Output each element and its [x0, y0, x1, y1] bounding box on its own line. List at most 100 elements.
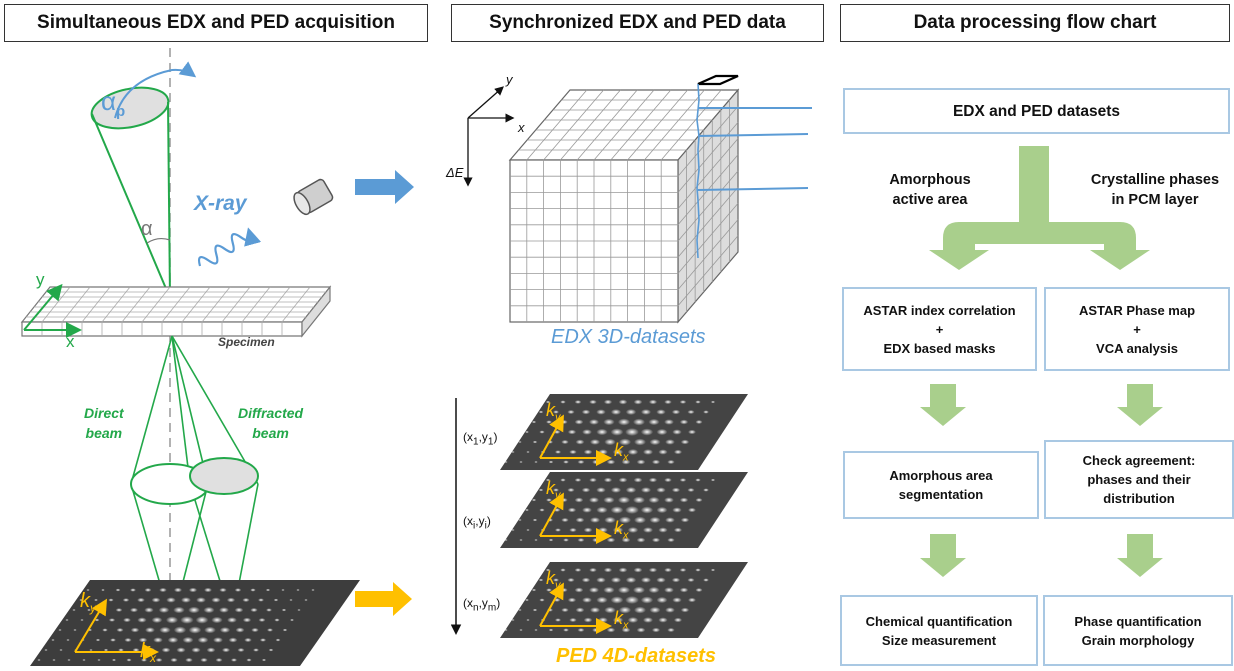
diffraction-spot: [649, 516, 661, 524]
diffraction-spot: [679, 497, 689, 503]
diffraction-spot: [625, 506, 639, 514]
diffraction-spot: [648, 418, 660, 426]
diffraction-spot: [672, 597, 682, 603]
diffraction-spot: [151, 616, 163, 624]
diffraction-spot: [116, 627, 124, 633]
diffraction-spot: [610, 506, 624, 514]
diffraction-spot: [266, 608, 272, 612]
diffraction-spot: [567, 577, 575, 583]
orange-transfer-arrow: [355, 582, 412, 616]
diffraction-spot: [569, 449, 577, 455]
diffraction-spot: [59, 649, 63, 651]
diffraction-spot: [589, 477, 597, 483]
diffraction-spot: [632, 586, 646, 594]
diffraction-spot: [526, 529, 530, 531]
diffraction-spot: [173, 606, 185, 614]
diffraction-spot: [519, 629, 523, 631]
diffraction-spot: [159, 587, 167, 593]
diffraction-spot: [680, 439, 690, 445]
position-label-2: (xi,yi): [463, 514, 491, 532]
diffraction-spot: [153, 637, 163, 643]
diffraction-spot: [203, 606, 215, 614]
diffraction-spot: [649, 438, 661, 446]
diffraction-spot: [627, 617, 639, 623]
diffraction-spot: [72, 609, 76, 611]
diffraction-spot: [640, 596, 654, 604]
ky-label-2: ky: [546, 478, 561, 502]
diffraction-spot: [237, 647, 245, 653]
diffraction-spot: [604, 606, 616, 614]
diffraction-spot: [710, 478, 716, 482]
direct-beam-label: Direct beam: [84, 405, 124, 441]
axis-y-label: y: [36, 270, 45, 289]
diffraction-spot: [596, 577, 606, 583]
diffraction-spot: [548, 460, 554, 464]
diffraction-spot: [592, 537, 600, 543]
diffraction-spot: [640, 409, 652, 415]
diffraction-spot: [244, 637, 252, 643]
diffraction-spot: [625, 409, 637, 415]
diffraction-spot: [673, 449, 683, 455]
ped-caption: PED 4D-datasets: [556, 645, 717, 667]
diffraction-spot: [144, 588, 152, 592]
diffraction-spot: [518, 441, 522, 443]
diffraction-spot: [281, 608, 287, 612]
diffraction-spot: [124, 637, 132, 643]
diffraction-spot: [589, 439, 601, 445]
diffraction-spot: [695, 419, 703, 425]
diffraction-spot: [598, 617, 608, 623]
diffraction-spot: [80, 619, 84, 621]
diffraction-spot: [538, 410, 544, 414]
diffraction-spot: [618, 477, 628, 483]
diffraction-spot: [204, 626, 216, 634]
diffraction-spot: [126, 658, 132, 662]
diffraction-spot: [648, 496, 660, 504]
diffraction-spot: [574, 587, 584, 593]
diffraction-spot: [598, 527, 608, 533]
diffraction-spot: [137, 597, 145, 603]
diffraction-spot: [634, 516, 646, 524]
diffraction-spot: [710, 568, 716, 572]
diffraction-spot: [633, 477, 643, 483]
diffraction-spot: [640, 577, 652, 583]
diffraction-spot: [688, 597, 696, 603]
flow-box-l2: Amorphous area segmentation: [843, 451, 1039, 519]
diffraction-spot: [560, 568, 566, 572]
diffraction-spot: [658, 527, 668, 533]
diffraction-spot: [531, 588, 537, 592]
diffraction-spot: [553, 488, 559, 492]
diffraction-spot: [604, 516, 616, 524]
diffraction-spot: [649, 606, 661, 614]
diffraction-spot: [180, 616, 194, 624]
diffraction-spot: [221, 647, 231, 653]
diffraction-spot: [51, 639, 55, 641]
diffraction-spot: [219, 607, 229, 613]
diffraction-spot: [519, 461, 523, 463]
diffraction-spot: [101, 588, 105, 592]
diffraction-spot: [642, 527, 654, 533]
diffraction-spot: [632, 496, 646, 504]
diffraction-spot: [621, 459, 631, 465]
diffraction-spot: [504, 629, 508, 631]
diffraction-spot: [688, 507, 696, 513]
diffraction-spot: [671, 409, 681, 415]
diffraction-spot: [200, 657, 208, 663]
diffraction-spot: [589, 567, 597, 573]
diffraction-spot: [651, 459, 661, 465]
alpha-p-arrow: [114, 61, 197, 119]
diffraction-spot: [687, 487, 695, 493]
diffraction-spot: [89, 649, 93, 651]
diffraction-spot: [230, 658, 238, 662]
diffraction-spot: [165, 616, 179, 624]
diffraction-spot: [671, 577, 681, 583]
diffraction-spot: [130, 627, 140, 633]
diffraction-spot: [596, 409, 606, 415]
diffraction-spot: [534, 629, 538, 631]
diffraction-spot: [182, 636, 194, 644]
diffraction-spot: [636, 627, 646, 633]
diffraction-spot: [95, 638, 101, 642]
diffraction-spot: [144, 607, 154, 613]
diffraction-spot: [538, 578, 544, 582]
diffraction-spot: [634, 606, 646, 614]
header-right: Data processing flow chart: [840, 4, 1230, 42]
